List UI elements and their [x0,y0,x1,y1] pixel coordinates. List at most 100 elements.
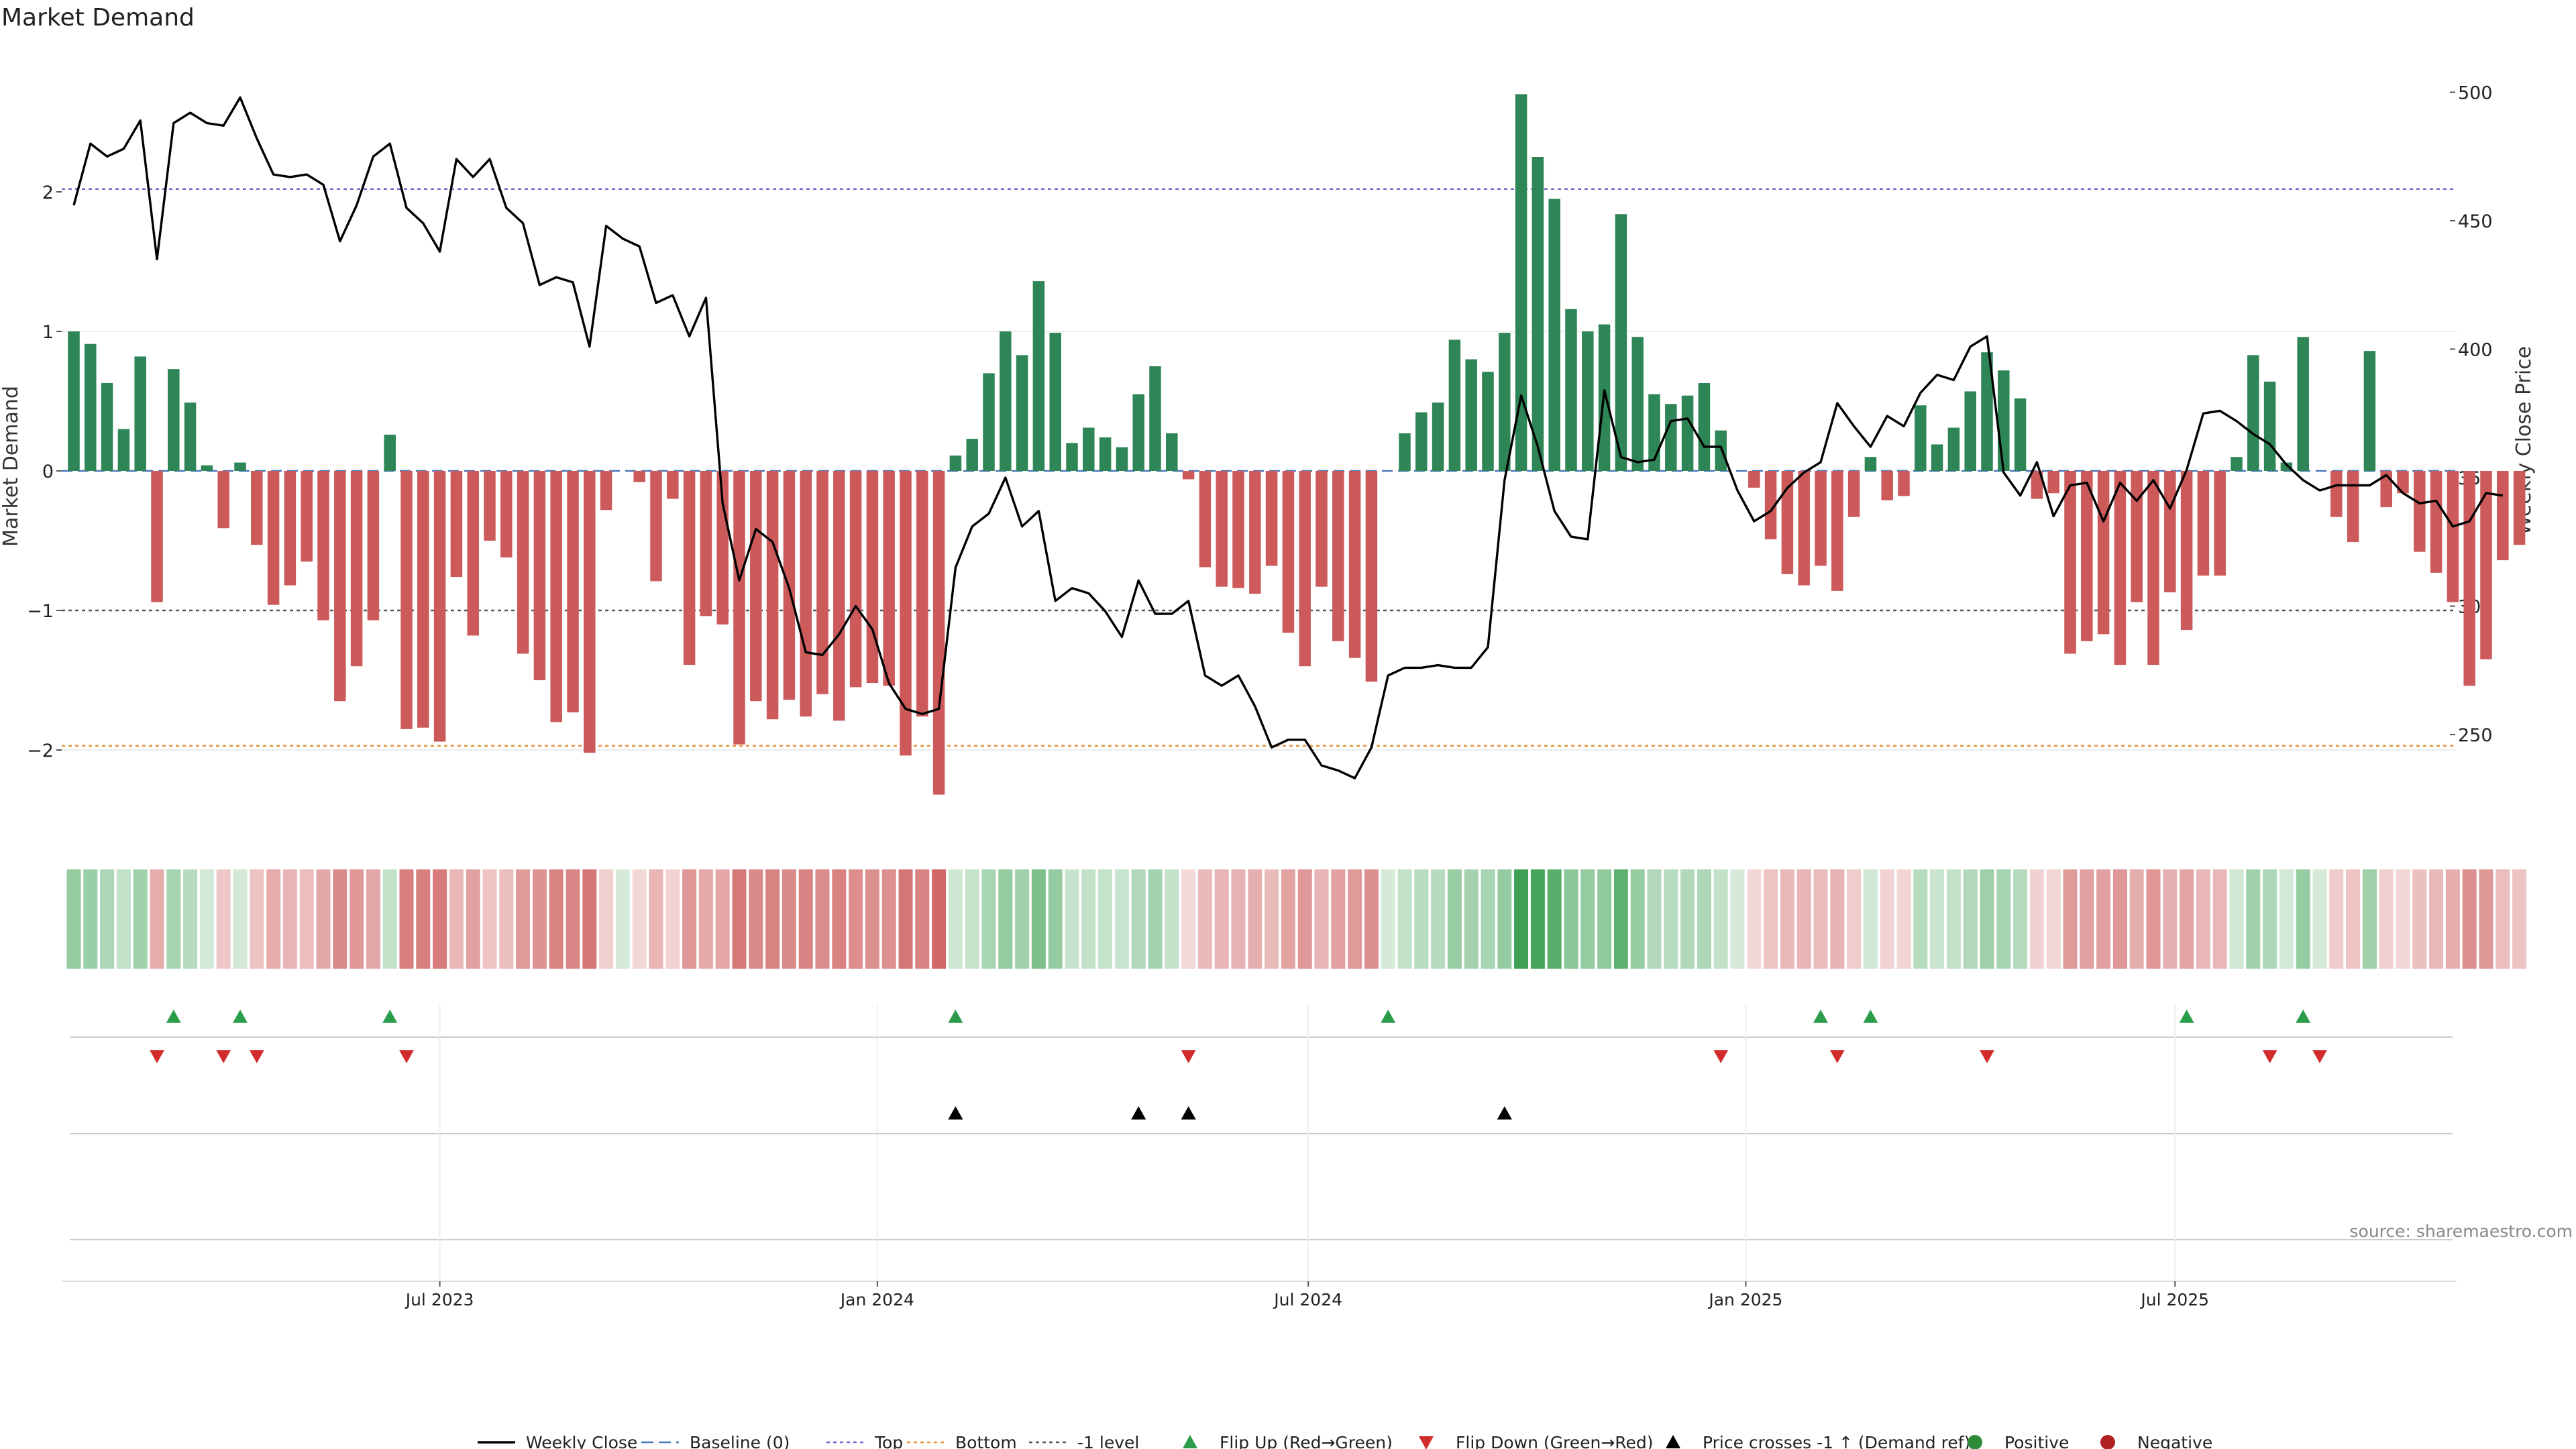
heat-cell [2379,869,2394,969]
demand-bars [68,94,2526,795]
heat-cell [350,869,364,969]
heat-cell [2412,869,2427,969]
demand-bar [217,471,229,529]
heat-cell [1297,869,1312,969]
heat-cell [1331,869,1346,969]
demand-bar [500,471,513,557]
demand-bar [2513,471,2526,545]
demand-bar [1798,471,1810,586]
heat-cell [1664,869,1678,969]
demand-bar [1532,157,1544,471]
demand-bar [1083,427,1095,471]
demand-bar [2147,471,2159,665]
legend-triangle-up-icon [1183,1435,1197,1448]
triangle-down-marker [1181,1050,1196,1063]
demand-bar [301,471,313,562]
demand-bar [2380,471,2392,508]
heat-cell [1647,869,1662,969]
heat-cell [1081,869,1096,969]
demand-bar [1698,382,1711,471]
heat-cell [433,869,447,969]
heat-cell [1996,869,2011,969]
heat-cell [366,869,380,969]
demand-bar [600,471,612,511]
demand-bar [716,471,729,625]
demand-bar [2047,471,2059,494]
demand-bar [517,471,529,654]
demand-bar [2497,471,2509,561]
demand-bar [2014,398,2027,471]
triangle-down-marker [249,1050,264,1063]
demand-bar [1631,337,1644,471]
legend-label: Weekly Close [526,1433,637,1449]
x-axis: Jul 2023 Jan 2024 Jul 2024 Jan 2025 Jul 2025 [405,1005,2209,1309]
demand-bar [1764,471,1777,539]
demand-bar [916,471,928,717]
demand-bar [2231,457,2243,471]
left-axis-label: Market Demand [0,386,23,547]
triangle-up-marker [233,1010,248,1023]
triangle-down-marker [1713,1050,1729,1063]
demand-bar [1831,471,1843,591]
demand-bar [2263,381,2276,471]
heat-cell [2063,869,2078,969]
heat-cell [798,869,813,969]
heat-cell [915,869,930,969]
demand-bar [1448,339,1461,471]
heat-cell [2112,869,2127,969]
triangle-up-marker [948,1106,963,1120]
heat-cell [1830,869,1845,969]
heat-cell [1148,869,1163,969]
heat-cell [1713,869,1728,969]
demand-bar [1615,214,1627,471]
triangle-down-marker [216,1050,231,1063]
legend-circle-icon [2100,1435,2115,1449]
demand-bar [1348,471,1361,658]
heat-cell [1131,869,1146,969]
heat-cell [2512,869,2527,969]
demand-bar [1116,447,1128,471]
demand-bar [1132,394,1144,471]
heat-cell [1431,869,1446,969]
heat-cell [2029,869,2044,969]
heat-cell [732,869,747,969]
heat-cell [532,869,547,969]
heat-cell [1481,869,1495,969]
demand-bar [1182,471,1195,480]
demand-bar [766,471,779,720]
demand-bar [151,471,163,602]
demand-bar [2430,471,2443,573]
triangle-up-marker [1863,1010,1878,1023]
heat-cell [416,869,431,969]
heat-cell [765,869,780,969]
demand-bar [1482,372,1494,471]
heat-cell [1031,869,1046,969]
demand-bar [1415,412,1428,471]
event-markers [150,1010,2327,1120]
heat-cell [482,869,497,969]
heat-cell [1414,869,1429,969]
demand-bar [1332,471,1344,641]
demand-bar [2480,471,2492,659]
heat-cell [1913,869,1928,969]
demand-bar [2297,337,2309,471]
heat-cell [2163,869,2178,969]
heat-cell [1348,869,1362,969]
demand-bar [900,471,912,756]
demand-bar [2131,471,2143,602]
demand-bar [683,471,696,665]
demand-bar [417,471,429,728]
heat-cell [849,869,863,969]
demand-bar [550,471,562,722]
demand-bar [68,331,80,471]
heat-cell [2080,869,2094,969]
demand-bar [267,471,280,605]
heat-cell [1464,869,1479,969]
demand-bar [2097,471,2110,635]
triangle-down-marker [399,1050,414,1063]
heat-cell [233,869,248,969]
x-tick-label: Jul 2025 [2139,1290,2209,1309]
heat-cell [66,869,81,969]
demand-bar [2197,471,2210,576]
